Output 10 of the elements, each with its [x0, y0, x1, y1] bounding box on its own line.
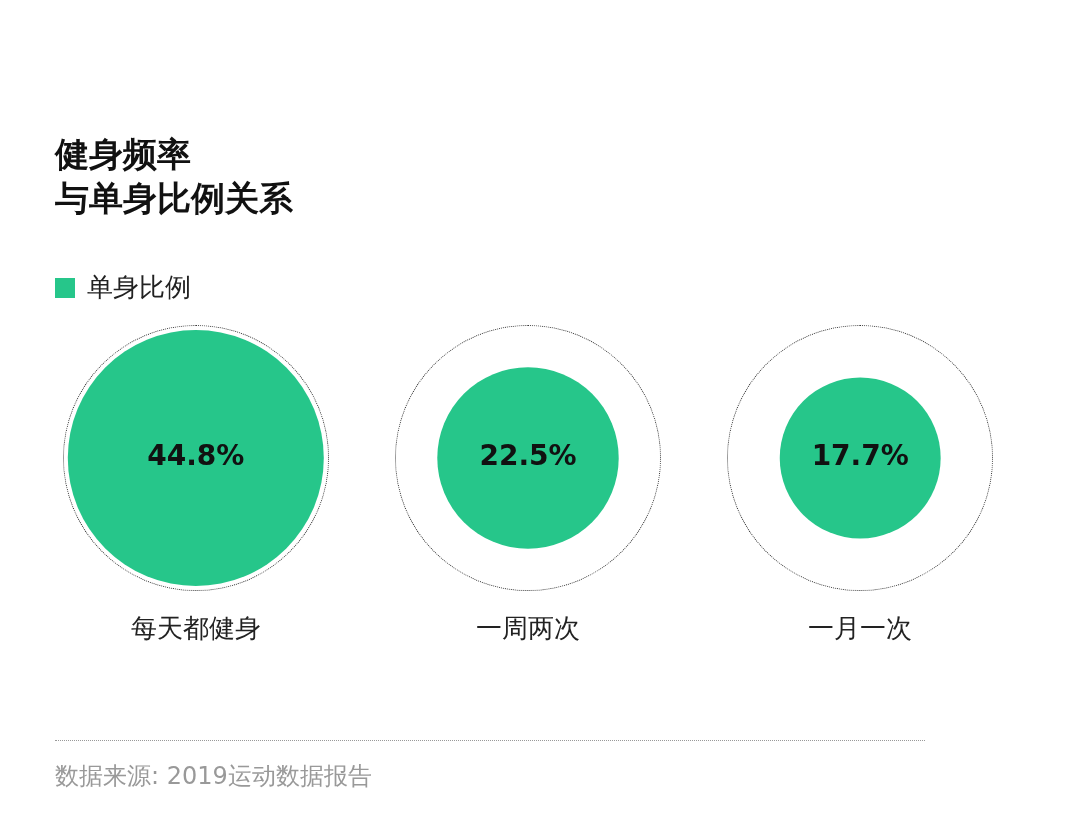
category-label: 每天都健身	[130, 612, 261, 643]
category-label: 一周两次	[476, 612, 580, 643]
data-label: 17.7%	[811, 439, 909, 473]
text: 与单身比例关系	[55, 177, 293, 220]
data-label: 22.5%	[479, 439, 577, 473]
source-note: 数据来源: 2019运动数据报告	[55, 761, 372, 792]
category-label: 一月一次	[808, 612, 913, 643]
legend-label: 单身比例	[87, 271, 191, 304]
data-label: 44.8%	[147, 439, 245, 473]
text: 健身频率	[55, 133, 191, 176]
